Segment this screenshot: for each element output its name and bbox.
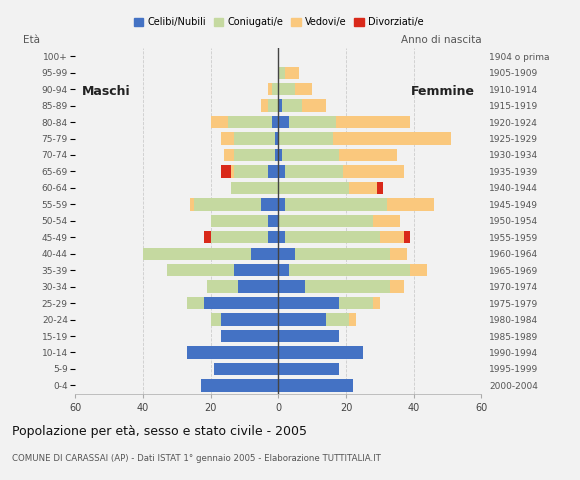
Bar — [278, 83, 295, 96]
Bar — [204, 231, 211, 243]
Bar — [373, 297, 380, 309]
Bar — [278, 363, 339, 375]
Bar — [187, 346, 278, 359]
Bar — [211, 313, 221, 326]
Bar — [275, 132, 278, 144]
Bar — [343, 165, 404, 178]
Bar — [326, 313, 349, 326]
Bar — [221, 313, 278, 326]
Bar — [390, 280, 404, 293]
Bar — [278, 248, 295, 260]
Bar — [234, 132, 275, 144]
Bar — [262, 99, 268, 112]
Text: Popolazione per età, sesso e stato civile - 2005: Popolazione per età, sesso e stato civil… — [12, 425, 307, 438]
Bar — [278, 165, 285, 178]
Bar — [282, 99, 302, 112]
Bar — [285, 198, 387, 211]
Bar — [349, 313, 356, 326]
Bar — [387, 198, 434, 211]
Text: Maschi: Maschi — [82, 85, 131, 98]
Bar — [208, 280, 238, 293]
Bar — [211, 215, 268, 227]
Bar — [166, 264, 234, 276]
Bar — [268, 165, 278, 178]
Bar — [234, 264, 278, 276]
Bar — [285, 231, 380, 243]
Text: COMUNE DI CARASSAI (AP) - Dati ISTAT 1° gennaio 2005 - Elaborazione TUTTITALIA.I: COMUNE DI CARASSAI (AP) - Dati ISTAT 1° … — [12, 454, 380, 463]
Bar — [404, 231, 410, 243]
Bar — [278, 67, 285, 79]
Bar — [410, 264, 427, 276]
Text: Femmine: Femmine — [411, 85, 474, 98]
Bar — [231, 165, 234, 178]
Bar — [332, 132, 451, 144]
Legend: Celibi/Nubili, Coniugati/e, Vedovi/e, Divorziati/e: Celibi/Nubili, Coniugati/e, Vedovi/e, Di… — [130, 13, 427, 31]
Bar — [271, 116, 278, 128]
Bar — [278, 215, 373, 227]
Bar — [302, 99, 326, 112]
Bar — [278, 313, 326, 326]
Bar — [268, 83, 271, 96]
Bar — [231, 182, 278, 194]
Bar — [234, 149, 275, 161]
Bar — [204, 297, 278, 309]
Bar — [190, 198, 194, 211]
Bar — [187, 297, 204, 309]
Bar — [282, 149, 339, 161]
Text: Anno di nascita: Anno di nascita — [401, 35, 481, 45]
Bar — [221, 132, 234, 144]
Bar — [268, 231, 278, 243]
Bar — [221, 165, 231, 178]
Bar — [275, 149, 278, 161]
Bar — [271, 83, 278, 96]
Bar — [194, 198, 262, 211]
Bar — [295, 248, 390, 260]
Bar — [339, 149, 397, 161]
Bar — [278, 99, 282, 112]
Bar — [214, 363, 278, 375]
Bar — [262, 198, 278, 211]
Bar — [227, 116, 271, 128]
Bar — [373, 215, 400, 227]
Bar — [390, 248, 407, 260]
Bar — [278, 198, 285, 211]
Bar — [285, 165, 343, 178]
Bar — [224, 149, 234, 161]
Bar — [278, 264, 288, 276]
Bar — [278, 132, 332, 144]
Bar — [278, 297, 339, 309]
Bar — [278, 379, 353, 392]
Bar — [201, 379, 278, 392]
Bar — [211, 116, 227, 128]
Bar — [285, 67, 299, 79]
Bar — [278, 346, 363, 359]
Bar — [288, 116, 336, 128]
Bar — [380, 231, 404, 243]
Text: Età: Età — [23, 35, 39, 45]
Bar — [268, 215, 278, 227]
Bar — [221, 330, 278, 342]
Bar — [306, 280, 390, 293]
Bar — [288, 264, 410, 276]
Bar — [278, 280, 306, 293]
Bar — [349, 182, 376, 194]
Bar — [234, 165, 268, 178]
Bar — [251, 248, 278, 260]
Bar — [143, 248, 251, 260]
Bar — [278, 231, 285, 243]
Bar — [295, 83, 312, 96]
Bar — [268, 99, 278, 112]
Bar — [238, 280, 278, 293]
Bar — [336, 116, 410, 128]
Bar — [339, 297, 373, 309]
Bar — [211, 231, 268, 243]
Bar — [278, 330, 339, 342]
Bar — [376, 182, 383, 194]
Bar — [278, 182, 349, 194]
Bar — [278, 116, 288, 128]
Bar — [278, 149, 282, 161]
